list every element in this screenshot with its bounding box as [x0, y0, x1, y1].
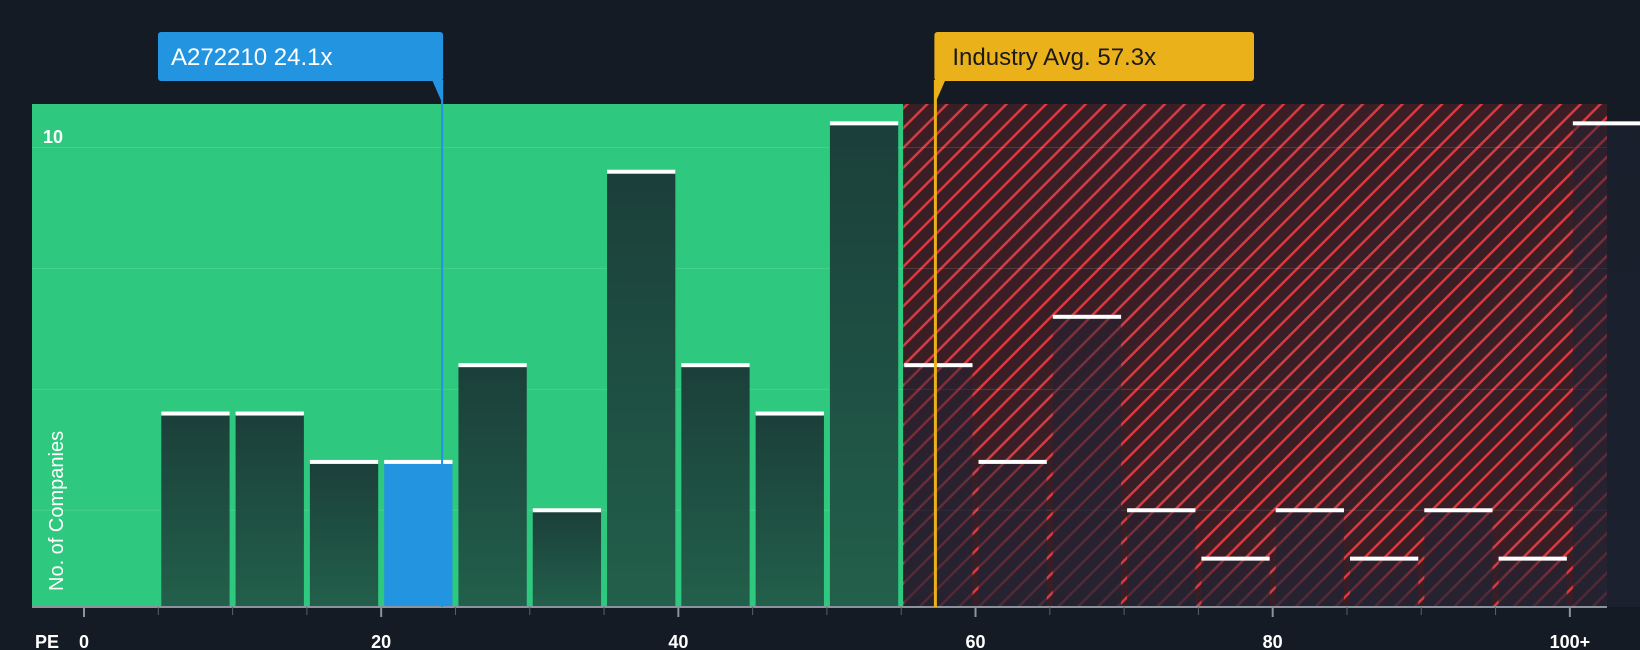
bar-top-cap: [1349, 556, 1419, 561]
bar-highlighted: [384, 461, 453, 607]
bar: [1201, 558, 1270, 607]
bar-top-cap: [1275, 508, 1344, 513]
bar-top-cap: [829, 121, 899, 126]
bar: [1052, 316, 1122, 607]
bar: [1572, 123, 1640, 607]
bar-top-cap: [384, 459, 453, 464]
x-tick-label: 40: [668, 632, 688, 650]
industry-avg-label-pointer: [934, 80, 946, 105]
bar-top-cap: [309, 459, 379, 464]
bar-top-cap: [161, 411, 230, 416]
bars-group: [161, 121, 1640, 607]
bar: [309, 461, 379, 607]
bar: [978, 461, 1047, 607]
company-label-text: A272210 24.1x: [171, 44, 332, 71]
bar-top-cap: [1572, 121, 1640, 126]
bar: [161, 413, 230, 607]
company-label-box: [158, 32, 444, 81]
bar: [235, 413, 304, 607]
industry-avg-label: Industry Avg. 57.3x: [934, 32, 1254, 105]
bar-top-cap: [681, 363, 750, 368]
bar-top-cap: [458, 363, 527, 368]
bar-top-cap: [607, 169, 676, 174]
bar: [829, 123, 899, 607]
bar: [1275, 510, 1344, 607]
bar: [458, 365, 527, 607]
x-tick-label: 20: [371, 632, 391, 650]
bar-top-cap: [1498, 556, 1567, 561]
company-label-pointer: [432, 80, 444, 105]
y-tick-label: 10: [43, 127, 63, 147]
industry-avg-label-text: Industry Avg. 57.3x: [952, 44, 1156, 71]
bar: [755, 413, 824, 607]
x-tick-label: 100+: [1550, 632, 1591, 650]
bar-top-cap: [1127, 508, 1196, 513]
company-label: A272210 24.1x: [158, 32, 444, 105]
x-tick-label: 80: [1263, 632, 1283, 650]
x-tick-label: 60: [965, 632, 985, 650]
x-axis-label: PE: [35, 632, 59, 650]
bar: [532, 510, 602, 607]
industry-avg-label-box: [934, 32, 1254, 81]
bar-top-cap: [755, 411, 824, 416]
bar: [681, 365, 750, 607]
bar-top-cap: [532, 508, 602, 513]
x-axis-ticks: 0 20 40 60 80 100+: [79, 607, 1590, 650]
bar-top-cap: [904, 363, 973, 368]
bar-top-cap: [1052, 314, 1122, 319]
bar: [1349, 558, 1419, 607]
bar: [1424, 510, 1493, 607]
bar: [1127, 510, 1196, 607]
y-axis-label: No. of Companies: [46, 431, 68, 591]
bar-top-cap: [1424, 508, 1493, 513]
x-tick-label: 0: [79, 632, 89, 650]
bar-top-cap: [1201, 556, 1270, 561]
bar: [607, 171, 676, 607]
bar-top-cap: [235, 411, 304, 416]
bar: [904, 365, 973, 607]
bar-top-cap: [978, 459, 1047, 464]
bar: [1498, 558, 1567, 607]
